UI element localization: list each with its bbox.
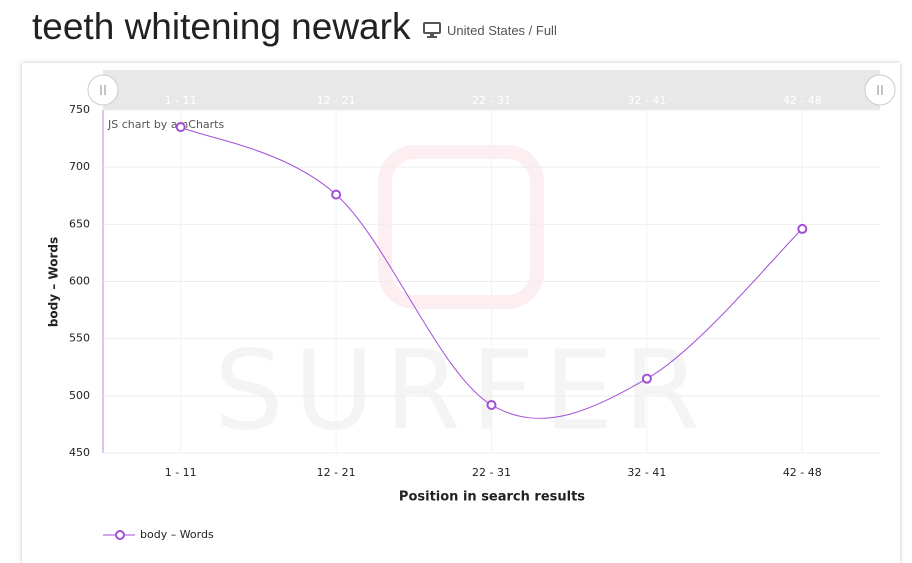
- handle-grip: [100, 85, 106, 95]
- scrollbar-handle[interactable]: [864, 74, 896, 106]
- x-tick-label: 22 - 31: [472, 466, 511, 479]
- location-text: United States / Full: [447, 22, 557, 38]
- y-tick-label: 600: [69, 275, 90, 288]
- handle-grip: [877, 85, 883, 95]
- y-tick-label: 750: [69, 103, 90, 116]
- legend-label[interactable]: body – Words: [140, 528, 214, 541]
- point[interactable]: [175, 122, 186, 133]
- page-title: teeth whitening newark: [32, 6, 411, 47]
- scrollbar-label: 22 - 31: [472, 94, 511, 107]
- location[interactable]: United States / Full: [423, 22, 557, 38]
- scrollbar[interactable]: [103, 70, 880, 110]
- watermark: SURFER: [214, 326, 710, 454]
- point[interactable]: [641, 373, 652, 384]
- x-tick-label: 1 - 11: [165, 466, 197, 479]
- scrollbar-label: 42 - 48: [783, 94, 822, 107]
- x-tick-label: 32 - 41: [627, 466, 666, 479]
- x-tick-label: 42 - 48: [783, 466, 822, 479]
- logo: [378, 145, 544, 309]
- point[interactable]: [797, 223, 808, 234]
- legend-marker: [115, 530, 125, 540]
- chart-card: [22, 63, 900, 563]
- scrollbar-label: 1 - 11: [165, 94, 197, 107]
- scrollbar-label: 32 - 41: [627, 94, 666, 107]
- y-tick-label: 650: [69, 217, 90, 230]
- point[interactable]: [486, 399, 497, 410]
- x-tick-label: 12 - 21: [317, 466, 356, 479]
- point[interactable]: [331, 189, 342, 200]
- monitor-icon: [423, 22, 441, 38]
- y-tick-label: 700: [69, 160, 90, 173]
- x-axis-title: Position in search results: [399, 490, 585, 505]
- credit[interactable]: JS chart by amCharts: [107, 118, 224, 131]
- scrollbar-handle[interactable]: [87, 74, 119, 106]
- y-axis-title: body – Words: [47, 237, 61, 327]
- y-tick-label: 450: [69, 446, 90, 459]
- y-tick-label: 550: [69, 332, 90, 345]
- y-tick-label: 500: [69, 389, 90, 402]
- scrollbar-label: 12 - 21: [317, 94, 356, 107]
